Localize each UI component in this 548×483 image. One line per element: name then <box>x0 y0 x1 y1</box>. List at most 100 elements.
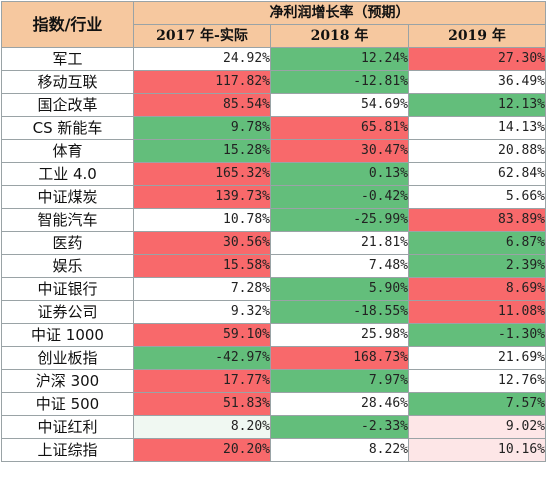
table-row: 上证综指 20.20% 8.22% 10.16% <box>1 438 546 462</box>
value-2018-cell: 54.69% <box>270 93 409 117</box>
value-2018-cell: 65.81% <box>270 116 409 140</box>
year-header-2017: 2017 年-实际 <box>133 24 271 48</box>
header-row-years: 2017 年-实际 2018 年 2019 年 <box>2 24 546 48</box>
value-2017-cell: 165.32% <box>133 162 271 186</box>
value-2019-cell: 10.16% <box>408 438 546 462</box>
value-2018-cell: 168.73% <box>270 346 409 370</box>
row-label: 中证银行 <box>1 277 134 301</box>
row-label: 中证红利 <box>1 415 134 439</box>
value-2017-cell: 7.28% <box>133 277 271 301</box>
value-2017-cell: 51.83% <box>133 392 271 416</box>
value-2017-cell: 30.56% <box>133 231 271 255</box>
value-2019-cell: 12.13% <box>408 93 546 117</box>
table-row: 体育 15.28% 30.47% 20.88% <box>1 139 546 163</box>
value-2019-cell: 7.57% <box>408 392 546 416</box>
table-row: 中证 500 51.83% 28.46% 7.57% <box>1 392 546 416</box>
value-2017-cell: 59.10% <box>133 323 271 347</box>
table-row: 智能汽车 10.78% -25.99% 83.89% <box>1 208 546 232</box>
row-label: 中证 1000 <box>1 323 134 347</box>
value-2019-cell: 5.66% <box>408 185 546 209</box>
value-2017-cell: 24.92% <box>133 47 271 71</box>
table-row: 工业 4.0 165.32% 0.13% 62.84% <box>1 162 546 186</box>
value-2017-cell: 139.73% <box>133 185 271 209</box>
table-row: 沪深 300 17.77% 7.97% 12.76% <box>1 369 546 393</box>
value-2019-cell: 21.69% <box>408 346 546 370</box>
value-2019-cell: 36.49% <box>408 70 546 94</box>
value-2019-cell: -1.30% <box>408 323 546 347</box>
row-label: CS 新能车 <box>1 116 134 140</box>
corner-header: 指数/行业 <box>1 1 134 48</box>
value-2017-cell: 85.54% <box>133 93 271 117</box>
table-row: 中证 1000 59.10% 25.98% -1.30% <box>1 323 546 347</box>
value-2018-cell: 0.13% <box>270 162 409 186</box>
row-label: 创业板指 <box>1 346 134 370</box>
value-2019-cell: 20.88% <box>408 139 546 163</box>
row-label: 中证煤炭 <box>1 185 134 209</box>
year-header-2018: 2018 年 <box>270 24 409 48</box>
value-2018-cell: 28.46% <box>270 392 409 416</box>
value-2018-cell: -0.42% <box>270 185 409 209</box>
table-body: 军工 24.92% 12.24% 27.30% 移动互联 117.82% -12.81% 36… <box>1 47 546 462</box>
row-label: 医药 <box>1 231 134 255</box>
value-2017-cell: 10.78% <box>133 208 271 232</box>
header-row-group: 指数/行业 净利润增长率（预期） <box>1 1 546 48</box>
table-row: 中证银行 7.28% 5.90% 8.69% <box>1 277 546 301</box>
row-label: 娱乐 <box>1 254 134 278</box>
value-2017-cell: 20.20% <box>133 438 271 462</box>
table-header: 指数/行业 净利润增长率（预期） 2017 年-实际 2018 年 2019 年 <box>1 1 546 48</box>
value-2017-cell: 15.28% <box>133 139 271 163</box>
group-header: 净利润增长率（预期） <box>133 1 546 25</box>
value-2019-cell: 83.89% <box>408 208 546 232</box>
row-label: 军工 <box>1 47 134 71</box>
value-2019-cell: 2.39% <box>408 254 546 278</box>
value-2019-cell: 12.76% <box>408 369 546 393</box>
value-2017-cell: 17.77% <box>133 369 271 393</box>
value-2018-cell: 30.47% <box>270 139 409 163</box>
value-2018-cell: -2.33% <box>270 415 409 439</box>
value-2019-cell: 27.30% <box>408 47 546 71</box>
year-header-2019: 2019 年 <box>408 24 546 48</box>
table-row: 中证煤炭 139.73% -0.42% 5.66% <box>1 185 546 209</box>
value-2017-cell: 9.78% <box>133 116 271 140</box>
value-2018-cell: -25.99% <box>270 208 409 232</box>
table-row: 国企改革 85.54% 54.69% 12.13% <box>1 93 546 117</box>
value-2018-cell: 25.98% <box>270 323 409 347</box>
table-row: 移动互联 117.82% -12.81% 36.49% <box>1 70 546 94</box>
table-row: 军工 24.92% 12.24% 27.30% <box>1 47 546 71</box>
row-label: 国企改革 <box>1 93 134 117</box>
row-label: 工业 4.0 <box>1 162 134 186</box>
value-2018-cell: 7.48% <box>270 254 409 278</box>
row-label: 证券公司 <box>1 300 134 324</box>
value-2019-cell: 11.08% <box>408 300 546 324</box>
value-2019-cell: 62.84% <box>408 162 546 186</box>
row-label: 智能汽车 <box>1 208 134 232</box>
table-row: 中证红利 8.20% -2.33% 9.02% <box>1 415 546 439</box>
value-2017-cell: 117.82% <box>133 70 271 94</box>
table-row: 创业板指 -42.97% 168.73% 21.69% <box>1 346 546 370</box>
value-2018-cell: 12.24% <box>270 47 409 71</box>
value-2018-cell: 8.22% <box>270 438 409 462</box>
value-2018-cell: 21.81% <box>270 231 409 255</box>
row-label: 体育 <box>1 139 134 163</box>
table-row: CS 新能车 9.78% 65.81% 14.13% <box>1 116 546 140</box>
row-label: 沪深 300 <box>1 369 134 393</box>
net-profit-growth-table: 指数/行业 净利润增长率（预期） 2017 年-实际 2018 年 2019 年… <box>1 1 546 462</box>
value-2017-cell: 9.32% <box>133 300 271 324</box>
table-row: 医药 30.56% 21.81% 6.87% <box>1 231 546 255</box>
row-label: 中证 500 <box>1 392 134 416</box>
row-label: 移动互联 <box>1 70 134 94</box>
table-row: 娱乐 15.58% 7.48% 2.39% <box>1 254 546 278</box>
value-2018-cell: 5.90% <box>270 277 409 301</box>
value-2019-cell: 6.87% <box>408 231 546 255</box>
value-2018-cell: 7.97% <box>270 369 409 393</box>
value-2017-cell: -42.97% <box>133 346 271 370</box>
value-2019-cell: 14.13% <box>408 116 546 140</box>
value-2017-cell: 8.20% <box>133 415 271 439</box>
value-2018-cell: -12.81% <box>270 70 409 94</box>
value-2019-cell: 8.69% <box>408 277 546 301</box>
value-2019-cell: 9.02% <box>408 415 546 439</box>
row-label: 上证综指 <box>1 438 134 462</box>
value-2018-cell: -18.55% <box>270 300 409 324</box>
value-2017-cell: 15.58% <box>133 254 271 278</box>
table-row: 证券公司 9.32% -18.55% 11.08% <box>1 300 546 324</box>
